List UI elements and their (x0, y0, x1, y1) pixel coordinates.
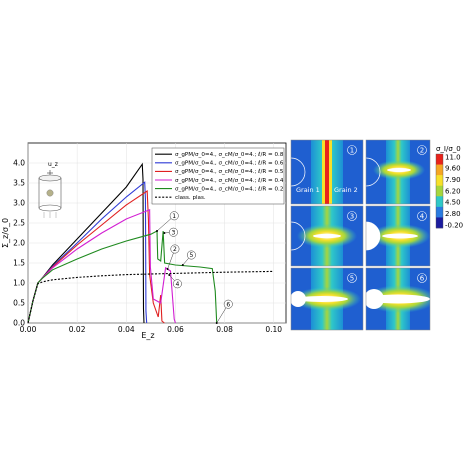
callout-marker (170, 244, 180, 254)
callouts: 1 2 3 4 5 6 (156, 211, 233, 324)
colorbar-segment (436, 196, 443, 208)
series-line-6 (27, 270, 274, 324)
panel-number-marker (347, 145, 357, 155)
colorbar: σ_I/σ_0 11.0 9.60 7.90 6.20 4.50 2.80 -0.20 (435, 145, 463, 229)
panel-number-label: 2 (420, 146, 424, 154)
contour-panel-4 (366, 206, 430, 266)
contour-panel-1: Grain 1 Grain 2 (291, 140, 363, 204)
colorbar-title: σ_I/σ_0 (436, 145, 461, 153)
y-tick-label: 1.5 (13, 259, 25, 268)
y-axis-title: Σ_z/σ_0 (1, 218, 10, 248)
legend-label: σ_gPM/σ_0=4., σ_cM/σ_0=4.; ℓ/R = 0.8 (175, 151, 284, 158)
legend-label: σ_gPM/σ_0=4., σ_cM/σ_0=4.; ℓ/R = 0.2 (175, 185, 283, 192)
legend-label: σ_gPM/σ_0=4., σ_cM/σ_0=4.; ℓ/R = 0.5 (175, 168, 284, 175)
callout-point (163, 232, 166, 234)
grain-1-label: Grain 1 (296, 186, 320, 194)
colorbar-segment (436, 154, 443, 165)
panel-number-marker (417, 211, 427, 221)
y-tick-label: 0.0 (13, 319, 25, 328)
x-tick-label: 0.06 (167, 325, 184, 334)
colorbar-segment (436, 164, 443, 176)
contour-panels: Grain 1 Grain 2 (290, 139, 463, 331)
grain-2-label: Grain 2 (334, 186, 358, 194)
panel-number-marker (347, 211, 357, 221)
tick-labels: 0.00 0.02 0.04 0.06 0.08 0.10 0.0 0.5 1.0 1.5 2.0 2… (13, 159, 282, 334)
callout-marker (169, 227, 178, 237)
callout-marker (169, 211, 179, 221)
legend-label: class. plas. (175, 195, 206, 201)
y-tick-label: 3.5 (13, 179, 25, 188)
callout-marker (223, 299, 233, 309)
panel-labels: 1 2 3 4 5 6 (347, 145, 427, 283)
panel-number-label: 6 (420, 274, 425, 282)
legend: σ_gPM/σ_0=4., σ_cM/σ_0=4.; ℓ/R = 0.8 σ_gP… (151, 147, 285, 205)
y-tick-label: 2.5 (13, 219, 25, 228)
colorbar-segment (436, 185, 443, 197)
panel-number-marker (417, 145, 427, 155)
callout-label: 2 (173, 246, 177, 253)
callout-label: 5 (189, 252, 193, 259)
contour-panel-5 (291, 268, 363, 330)
x-tick-label: 0.00 (20, 325, 37, 334)
inset-label: u_z (48, 161, 58, 168)
colorbar-segment (436, 217, 443, 229)
panel-number-marker (417, 273, 427, 283)
colorbar-tick-label: 2.80 (445, 210, 461, 218)
colorbar-tick-label: 9.60 (445, 165, 461, 173)
x-tick-label: 0.08 (216, 325, 233, 334)
colorbar-segment (436, 175, 443, 187)
void-icon (46, 189, 54, 197)
panel-number-label: 4 (420, 212, 425, 220)
x-axis-title: E_z (141, 331, 154, 340)
colorbar-tick-label: 7.90 (445, 176, 461, 184)
callout-point (168, 274, 171, 276)
panel-number-label: 3 (350, 212, 354, 220)
x-tick-label: 0.02 (69, 325, 86, 334)
contour-panel-2 (366, 140, 430, 204)
x-tick-label: 0.10 (265, 325, 282, 334)
y-tick-label: 4.0 (13, 159, 25, 168)
callout-marker (172, 279, 182, 289)
colorbar-tick-label: 4.50 (445, 199, 461, 207)
colorbar-segment (436, 206, 443, 218)
callout-point (166, 268, 169, 270)
y-tick-label: 0.5 (13, 299, 25, 308)
specimen-inset: u_z (38, 161, 62, 218)
grid (27, 143, 286, 324)
callout-point (156, 230, 158, 232)
callout-label: 1 (172, 213, 176, 220)
y-tick-label: 2.0 (13, 239, 25, 248)
contour-panel-3 (291, 206, 363, 266)
panel-number-label: 5 (350, 274, 354, 282)
stress-strain-chart: 1 2 3 4 5 6 0.00 0.02 0.04 0.06 0.08 0.10 0.0 0.5 1.0… (1, 142, 287, 340)
colorbar-tick-label: 11.0 (445, 153, 461, 161)
panel-number-marker (347, 273, 357, 283)
colorbar-tick-label: -0.20 (445, 221, 463, 229)
callout-marker (186, 250, 196, 260)
y-tick-label: 1.0 (13, 279, 25, 288)
callout-point (181, 264, 184, 266)
contour-panel-6 (366, 268, 430, 330)
callout-label: 4 (175, 281, 179, 288)
colorbar-tick-label: 6.20 (445, 187, 461, 195)
colorbar-frame (435, 153, 444, 229)
x-tick-label: 0.04 (118, 325, 135, 334)
callout-label: 6 (226, 301, 230, 308)
callout-label: 3 (172, 229, 176, 236)
legend-label: σ_gPM/σ_0=4., σ_cM/σ_0=4.; ℓ/R = 0.6 (175, 160, 284, 167)
legend-label: σ_gPM/σ_0=4., σ_cM/σ_0=4.; ℓ/R = 0.4 (175, 177, 284, 184)
panel-number-label: 1 (350, 146, 354, 154)
callout-point (215, 322, 218, 324)
y-tick-label: 3.0 (13, 199, 25, 208)
